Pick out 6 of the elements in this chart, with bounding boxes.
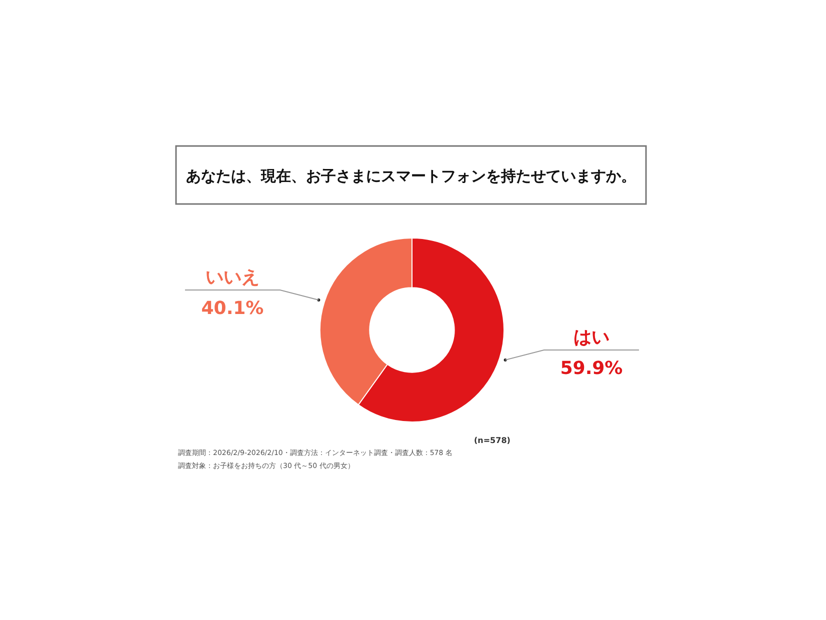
slice-label: いいえ bbox=[206, 267, 260, 288]
text: (n=578) bbox=[474, 436, 510, 445]
chart-title: あなたは、現在、お子さまにスマートフォンを持たせていますか。 bbox=[186, 167, 636, 185]
data-label: 40.1% bbox=[201, 298, 264, 320]
slice-label: はい bbox=[574, 326, 610, 348]
data-label: 59.9% bbox=[560, 358, 623, 379]
